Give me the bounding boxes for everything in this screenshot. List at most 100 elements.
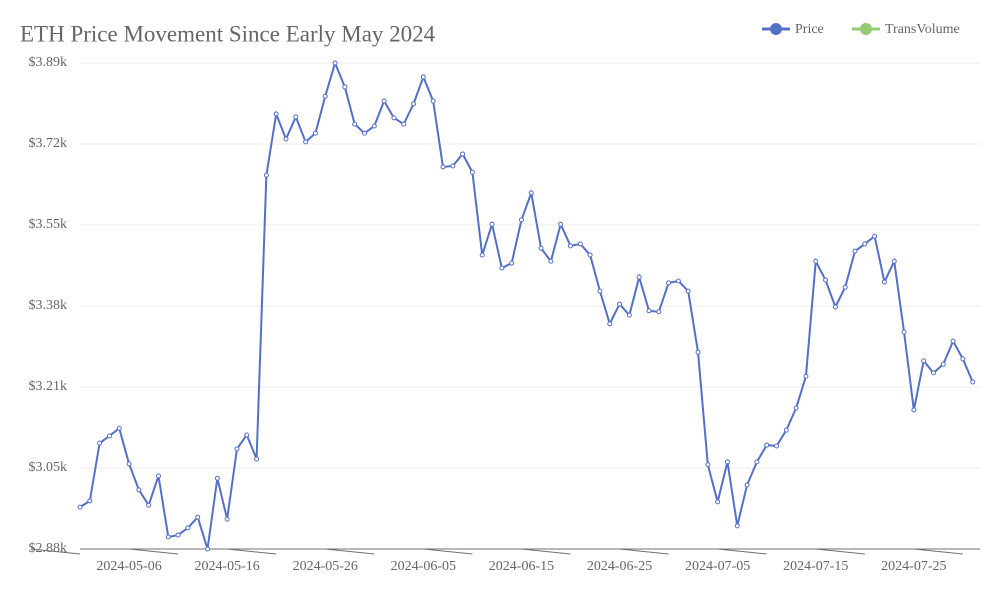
point — [558, 221, 564, 227]
x-tick-label: 2024-06-25 — [587, 559, 652, 574]
point — [587, 252, 593, 258]
point — [116, 425, 122, 431]
point — [568, 243, 573, 249]
point — [940, 361, 946, 367]
point — [538, 245, 544, 251]
y-tick-label: $3.55k — [29, 217, 68, 232]
point — [244, 432, 250, 438]
point — [479, 252, 485, 258]
x-tick-label: 2024-05-26 — [293, 559, 358, 574]
point — [77, 504, 83, 510]
point — [361, 130, 367, 136]
point — [303, 139, 309, 145]
point — [930, 370, 936, 376]
x-tick — [521, 548, 571, 555]
point — [371, 123, 377, 129]
x-tick-label: 2024-05-06 — [96, 559, 161, 574]
point — [803, 373, 809, 379]
point — [764, 442, 770, 448]
point — [136, 487, 142, 493]
point — [175, 532, 181, 538]
point — [666, 280, 672, 286]
point — [254, 456, 260, 462]
point — [715, 499, 721, 505]
point — [626, 312, 632, 318]
point — [440, 164, 446, 170]
x-tick — [423, 548, 473, 555]
point — [646, 308, 652, 314]
point — [862, 241, 868, 247]
point — [636, 274, 642, 280]
point — [224, 516, 230, 522]
point — [970, 379, 976, 385]
point — [823, 277, 829, 283]
point — [489, 221, 495, 227]
x-tick — [227, 548, 277, 555]
y-tick-label: $3.89k — [29, 55, 68, 70]
x-tick — [717, 548, 767, 555]
y-tick-label: $3.05k — [29, 460, 68, 475]
y-tick-label: $3.38k — [29, 298, 68, 313]
legend-label: Price — [795, 22, 824, 37]
x-tick-label: 2024-07-05 — [685, 559, 750, 574]
point — [577, 241, 583, 247]
point — [685, 288, 691, 294]
point — [450, 163, 456, 169]
point — [872, 233, 878, 239]
point — [460, 151, 466, 157]
legend-icon — [770, 23, 782, 35]
point — [734, 523, 740, 529]
point — [617, 301, 623, 307]
legend-icon — [860, 23, 872, 35]
x-tick-label: 2024-07-25 — [881, 559, 946, 574]
point — [401, 121, 407, 127]
point — [881, 279, 887, 285]
x-tick-label: 2024-05-16 — [194, 559, 259, 574]
point — [499, 265, 505, 271]
point — [744, 482, 750, 488]
price-line — [79, 59, 974, 550]
point — [342, 84, 348, 90]
y-tick-label: $2.88k — [29, 541, 68, 556]
x-tick-label: 2024-06-15 — [489, 559, 554, 574]
point — [106, 433, 112, 439]
chart-title: ETH Price Movement Since Early May 2024 — [20, 21, 436, 46]
point — [675, 278, 681, 284]
point — [126, 461, 132, 467]
legend-label: TransVolume — [885, 22, 960, 37]
point — [607, 321, 613, 327]
point — [832, 304, 838, 310]
point — [165, 534, 171, 540]
x-tick — [619, 548, 669, 555]
point — [420, 74, 426, 80]
point — [921, 358, 927, 364]
point — [518, 217, 524, 223]
x-tick — [30, 548, 81, 555]
point — [911, 407, 917, 413]
point — [391, 115, 397, 121]
point — [901, 329, 907, 335]
point — [293, 114, 299, 120]
y-tick-label: $3.72k — [29, 136, 68, 151]
point — [146, 502, 152, 508]
point — [273, 111, 279, 117]
point — [469, 169, 475, 175]
point — [263, 172, 269, 178]
point — [214, 475, 220, 481]
point — [312, 130, 318, 136]
y-tick-label: $3.21k — [29, 379, 68, 394]
x-tick-label: 2024-07-15 — [783, 559, 848, 574]
point — [842, 284, 848, 290]
x-tick — [325, 548, 375, 555]
point — [783, 427, 789, 433]
point — [960, 356, 966, 362]
point — [656, 309, 662, 315]
point — [322, 93, 328, 99]
point — [430, 98, 436, 104]
point — [87, 498, 93, 504]
x-tick — [815, 548, 865, 555]
point — [352, 121, 358, 127]
point — [195, 514, 201, 520]
point — [774, 443, 780, 449]
